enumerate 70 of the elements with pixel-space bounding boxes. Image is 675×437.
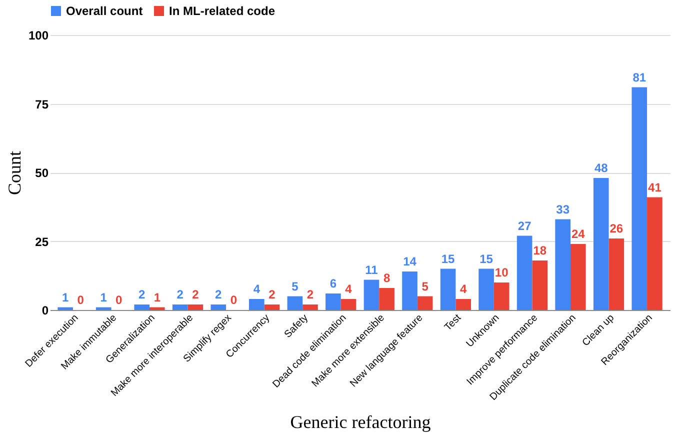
bar [340,299,356,310]
bar [172,304,188,310]
legend-label: In ML-related code [169,4,276,18]
data-label: 15 [480,252,494,266]
data-label: 18 [533,244,547,258]
bar [249,299,264,310]
x-tick-label: Test [442,312,464,334]
data-label: 2 [268,288,276,302]
data-label: 14 [403,254,417,268]
data-label: 15 [441,252,456,266]
bar [608,238,624,310]
data-label: 11 [365,262,378,277]
bar [326,294,341,310]
data-label: 0 [230,293,238,307]
bar [555,219,570,310]
bar [402,272,418,310]
bar [417,296,433,310]
data-label: 4 [253,282,260,296]
bar [647,197,662,310]
bar [134,304,150,310]
data-label: 2 [215,288,222,302]
data-label: 2 [306,288,314,302]
legend-label: Overall count [66,4,143,18]
bar [494,282,510,310]
data-label: 8 [383,271,390,285]
bar [478,268,494,310]
data-label: 5 [292,279,299,294]
bar [287,296,303,310]
data-label: 2 [176,288,184,302]
bar [302,304,318,310]
data-label: 1 [100,290,108,304]
data-label: 0 [116,293,123,307]
bar [516,236,532,310]
bar [632,87,648,310]
y-axis-title: Count [4,150,24,196]
data-label: 33 [556,202,570,216]
y-tick-label: 50 [35,166,49,180]
data-label: 4 [460,282,467,296]
bar [593,178,609,310]
data-label: 4 [345,282,352,296]
y-tick-label: 100 [28,28,49,42]
bar [379,288,394,310]
data-label: 27 [518,218,532,233]
data-label: 10 [494,266,509,280]
bar [188,304,204,310]
bar [58,307,73,310]
data-label: 0 [77,293,84,307]
bar [570,244,586,310]
y-tick-label: 75 [35,97,49,112]
bar [440,268,456,310]
y-tick-label: 25 [35,234,49,249]
data-label: 1 [62,290,69,304]
bar [150,307,165,310]
data-label: 5 [422,279,429,294]
bar [210,304,226,310]
data-label: 48 [594,161,608,175]
data-label: 81 [632,70,646,84]
data-label: 6 [330,276,337,290]
bar [264,304,280,310]
data-label: 2 [192,288,200,302]
y-tick-label: 0 [42,304,49,318]
data-label: 24 [571,227,586,241]
bar [456,299,471,310]
data-label: 1 [154,290,161,304]
x-axis-title: Generic refactoring [290,412,431,432]
bar [364,280,380,310]
data-label: 2 [138,288,146,302]
data-label: 41 [648,180,662,194]
data-label: 26 [610,222,624,236]
bar [532,260,548,310]
